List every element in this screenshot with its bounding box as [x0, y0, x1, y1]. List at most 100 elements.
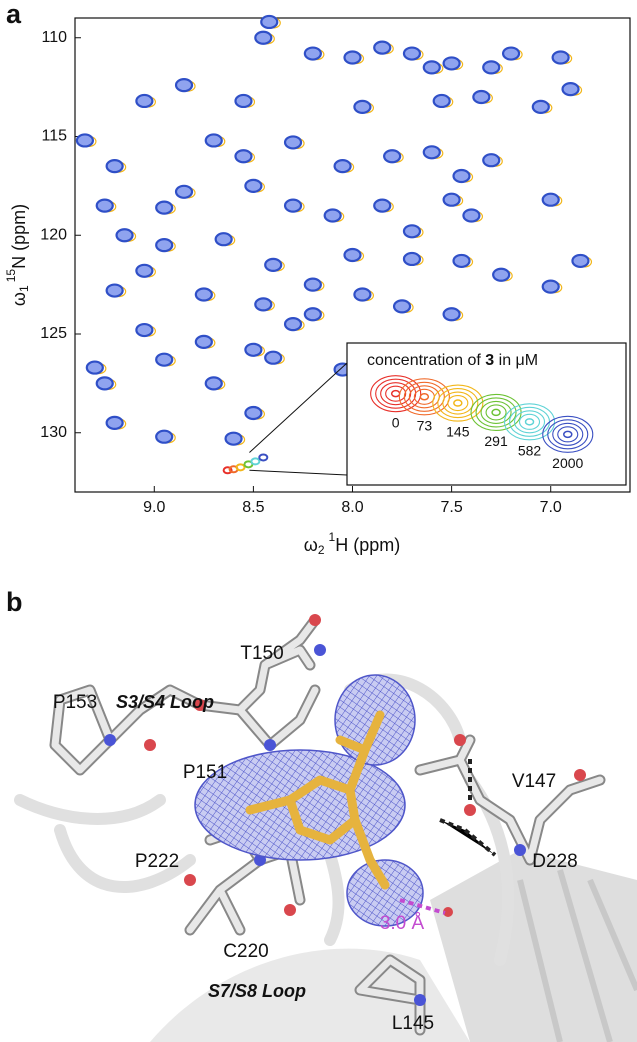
panel-label: a: [6, 0, 22, 29]
peak: [194, 334, 213, 349]
inset-title-part: in μM: [494, 352, 538, 369]
peak: [95, 198, 114, 213]
peak: [105, 283, 124, 298]
peak: [422, 145, 441, 160]
inset-contour: [447, 394, 469, 412]
inset-contour: [503, 403, 556, 441]
inset-peak: [563, 430, 573, 439]
inset-contour: [518, 413, 541, 430]
residue-label: P153: [53, 692, 97, 713]
x-axis-title-part: 2: [318, 543, 325, 557]
peak: [482, 60, 501, 75]
residue-label: V147: [512, 771, 556, 792]
peak: [155, 200, 174, 215]
peak: [432, 93, 451, 109]
zoom-line: [249, 362, 348, 453]
peak: [303, 307, 322, 322]
residue-label: P151: [183, 762, 227, 783]
inset-peak-label: 73: [417, 417, 433, 433]
peak: [204, 376, 223, 391]
peak: [194, 287, 213, 302]
inset-contour: [442, 391, 474, 415]
zoom-line: [249, 469, 348, 476]
peak: [283, 317, 303, 332]
x-tick-label: 7.0: [540, 499, 562, 516]
peak: [135, 93, 154, 109]
y-tick-label: 120: [40, 226, 67, 243]
inset-peak: [453, 399, 463, 407]
y-axis-title-part: ω: [9, 292, 29, 306]
y-axis-title-part: 15: [4, 269, 18, 283]
peak: [452, 168, 471, 184]
titration-peak: [258, 453, 269, 462]
peak: [75, 133, 95, 148]
x-tick-label: 8.0: [341, 499, 363, 516]
peak: [373, 40, 392, 55]
peak: [105, 415, 124, 430]
peak: [135, 322, 154, 338]
peak: [541, 279, 560, 294]
inset-contour: [552, 422, 584, 446]
y-tick-label: 110: [41, 29, 67, 46]
x-axis-title-part: H (ppm): [335, 535, 400, 555]
y-tick-label: 115: [41, 128, 67, 145]
peak: [303, 46, 322, 61]
inset-peak-label: 145: [446, 424, 470, 440]
inset-contour: [542, 415, 594, 453]
peak: [353, 287, 372, 302]
y-tick-label: 125: [40, 325, 67, 342]
inset-peak: [419, 393, 430, 401]
inset-peak-label: 2000: [552, 455, 583, 471]
inset-contour: [398, 378, 450, 416]
distance-label: 3.0 Å: [380, 913, 425, 934]
peak: [472, 89, 491, 105]
peak: [442, 307, 461, 322]
inset-peak: [491, 408, 501, 417]
residue-label: T150: [240, 643, 283, 664]
peak: [402, 224, 422, 239]
inset-contour: [480, 400, 512, 424]
peak: [155, 238, 174, 253]
peak: [264, 350, 283, 365]
residue-label: L145: [392, 1013, 434, 1034]
peak: [264, 257, 283, 272]
peak: [204, 133, 223, 148]
x-tick-label: 9.0: [143, 499, 165, 516]
y-axis-title: ω1 15N (ppm): [4, 204, 31, 306]
peak: [260, 14, 279, 30]
peak: [383, 149, 402, 164]
inset-contour: [475, 397, 517, 428]
loop-label: S3/S4 Loop: [116, 692, 214, 712]
inset-contour: [403, 381, 445, 412]
inset-peak-label: 0: [392, 414, 400, 430]
peak: [303, 277, 322, 292]
inset-contour: [380, 382, 412, 406]
peak: [115, 228, 134, 243]
x-tick-label: 7.5: [440, 499, 462, 516]
peak: [95, 376, 114, 391]
structure-image: T150 S3/S4 Loop P153 P151 V147 D228 P222…: [14, 614, 637, 1042]
peak: [442, 56, 461, 71]
peak: [551, 50, 570, 65]
peak: [492, 267, 511, 282]
peak: [402, 251, 422, 267]
x-axis-title-part: 1: [329, 530, 336, 544]
inset-contour: [485, 404, 507, 421]
inset-peak-label: 291: [484, 433, 508, 449]
peak: [244, 178, 263, 193]
peak: [541, 192, 560, 207]
inset-title: concentration of 3 in μM: [367, 352, 538, 369]
peak: [155, 429, 174, 444]
residue-label: P222: [135, 851, 179, 872]
peak: [234, 93, 253, 109]
residue-label: C220: [223, 941, 268, 962]
titration-peak: [222, 466, 233, 475]
inset-contour: [557, 426, 579, 443]
peak: [333, 159, 352, 174]
peak: [283, 135, 303, 150]
inset-title-part: 3: [485, 352, 494, 369]
peak: [422, 60, 441, 75]
inset-contour: [547, 419, 589, 450]
peak: [135, 263, 154, 278]
